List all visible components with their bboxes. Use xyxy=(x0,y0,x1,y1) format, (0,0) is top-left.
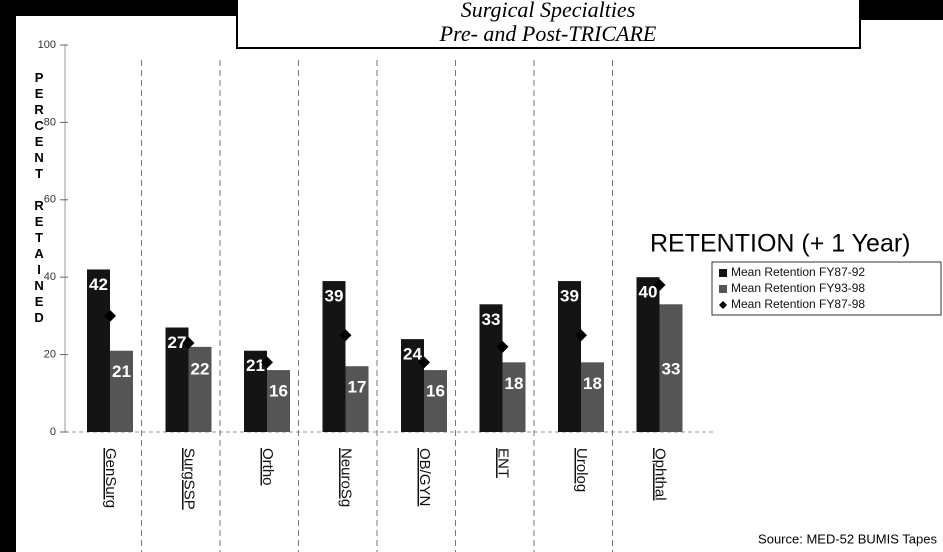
legend-label: Mean Retention FY93-98 xyxy=(731,281,865,295)
x-tick-label: ENT xyxy=(495,448,512,478)
border xyxy=(860,0,943,20)
marker xyxy=(261,356,273,369)
chart-subtitle: Pre- and Post-TRICARE xyxy=(439,21,657,46)
y-tick-label: 60 xyxy=(44,194,56,206)
data-label: 39 xyxy=(325,287,344,306)
chart-title: Surgical Specialties xyxy=(461,0,636,22)
bar xyxy=(322,281,346,432)
bar xyxy=(188,346,212,432)
y-tick-label: 100 xyxy=(38,39,56,51)
marker xyxy=(653,278,666,291)
y-tick-label: 40 xyxy=(44,271,56,283)
legend-marker xyxy=(719,301,727,309)
data-label: 27 xyxy=(168,333,187,352)
data-label: 22 xyxy=(191,359,210,378)
bar xyxy=(424,370,447,432)
border xyxy=(0,0,237,16)
y-tick-label: 20 xyxy=(44,349,56,361)
data-label: 16 xyxy=(426,382,445,401)
bar xyxy=(345,366,369,432)
y-tick-label: 0 xyxy=(50,426,56,438)
marker xyxy=(339,329,352,342)
marker xyxy=(418,356,430,369)
data-label: 39 xyxy=(560,287,579,306)
legend-marker xyxy=(719,269,727,277)
y-tick-label: 80 xyxy=(44,116,56,128)
x-tick-label: NeuroSg xyxy=(338,448,355,507)
x-tick-label: Ortho xyxy=(259,448,276,486)
source-note: Source: MED-52 BUMIS Tapes xyxy=(758,531,937,546)
bar xyxy=(110,350,133,432)
bar xyxy=(165,327,189,432)
bar xyxy=(659,304,683,432)
x-tick-label: OB/GYN xyxy=(416,448,433,506)
data-label: 16 xyxy=(269,382,288,401)
data-label: 24 xyxy=(403,345,422,364)
legend-marker xyxy=(719,285,727,293)
x-tick-label: SurgSSP xyxy=(181,448,198,510)
legend-label: Mean Retention FY87-98 xyxy=(731,297,865,311)
data-label: 18 xyxy=(505,374,524,393)
bar xyxy=(558,281,581,432)
title-box xyxy=(236,0,861,49)
data-label: 21 xyxy=(246,356,265,375)
x-tick-label: GenSurg xyxy=(102,448,119,508)
data-label: 40 xyxy=(639,283,658,302)
bar xyxy=(581,362,604,432)
data-label: 42 xyxy=(89,275,108,294)
x-tick-label: Ophthal xyxy=(652,448,669,501)
y-axis-label: PERCENT RETAINED xyxy=(32,70,47,326)
marker xyxy=(496,340,509,353)
data-label: 18 xyxy=(583,374,602,393)
x-tick-label: Urolog xyxy=(573,448,590,492)
data-label: 33 xyxy=(662,359,681,378)
legend-box xyxy=(711,261,942,316)
bar xyxy=(244,350,267,432)
bar xyxy=(87,269,110,432)
data-label: 21 xyxy=(112,362,131,381)
data-label: 17 xyxy=(348,378,367,397)
bar xyxy=(267,370,290,432)
marker xyxy=(104,309,116,322)
bar xyxy=(502,362,526,432)
data-label: 33 xyxy=(482,310,501,329)
marker xyxy=(575,329,587,342)
marker xyxy=(182,336,195,349)
border xyxy=(0,0,16,552)
legend-title: RETENTION (+ 1 Year) xyxy=(650,230,911,258)
bar xyxy=(479,304,503,432)
legend-label: Mean Retention FY87-92 xyxy=(731,265,865,279)
bar xyxy=(636,277,660,432)
